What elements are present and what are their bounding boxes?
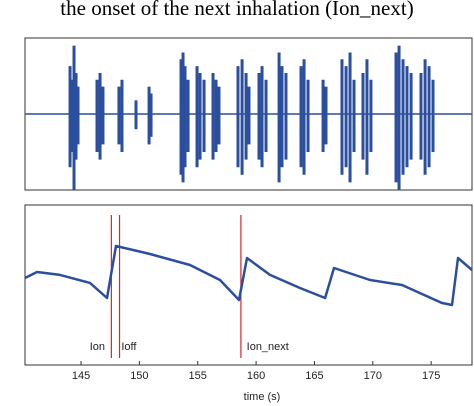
event-label: Ion_next [247, 341, 289, 353]
caption: the onset of the next inhalation (Ion_ne… [60, 0, 413, 20]
x-tick-label: 175 [422, 370, 440, 382]
x-axis-label: time (s) [244, 391, 281, 403]
x-tick-label: 150 [130, 370, 148, 382]
bottom-panel-frame [24, 204, 473, 366]
x-tick-label: 155 [189, 370, 207, 382]
signal-line [24, 244, 473, 307]
x-tick-label: 160 [247, 370, 265, 382]
x-tick-label: 165 [305, 370, 323, 382]
event-label: Ioff [121, 341, 137, 353]
event-label: Ion [90, 341, 105, 353]
x-tick-label: 170 [364, 370, 382, 382]
x-tick-label: 145 [72, 370, 90, 382]
